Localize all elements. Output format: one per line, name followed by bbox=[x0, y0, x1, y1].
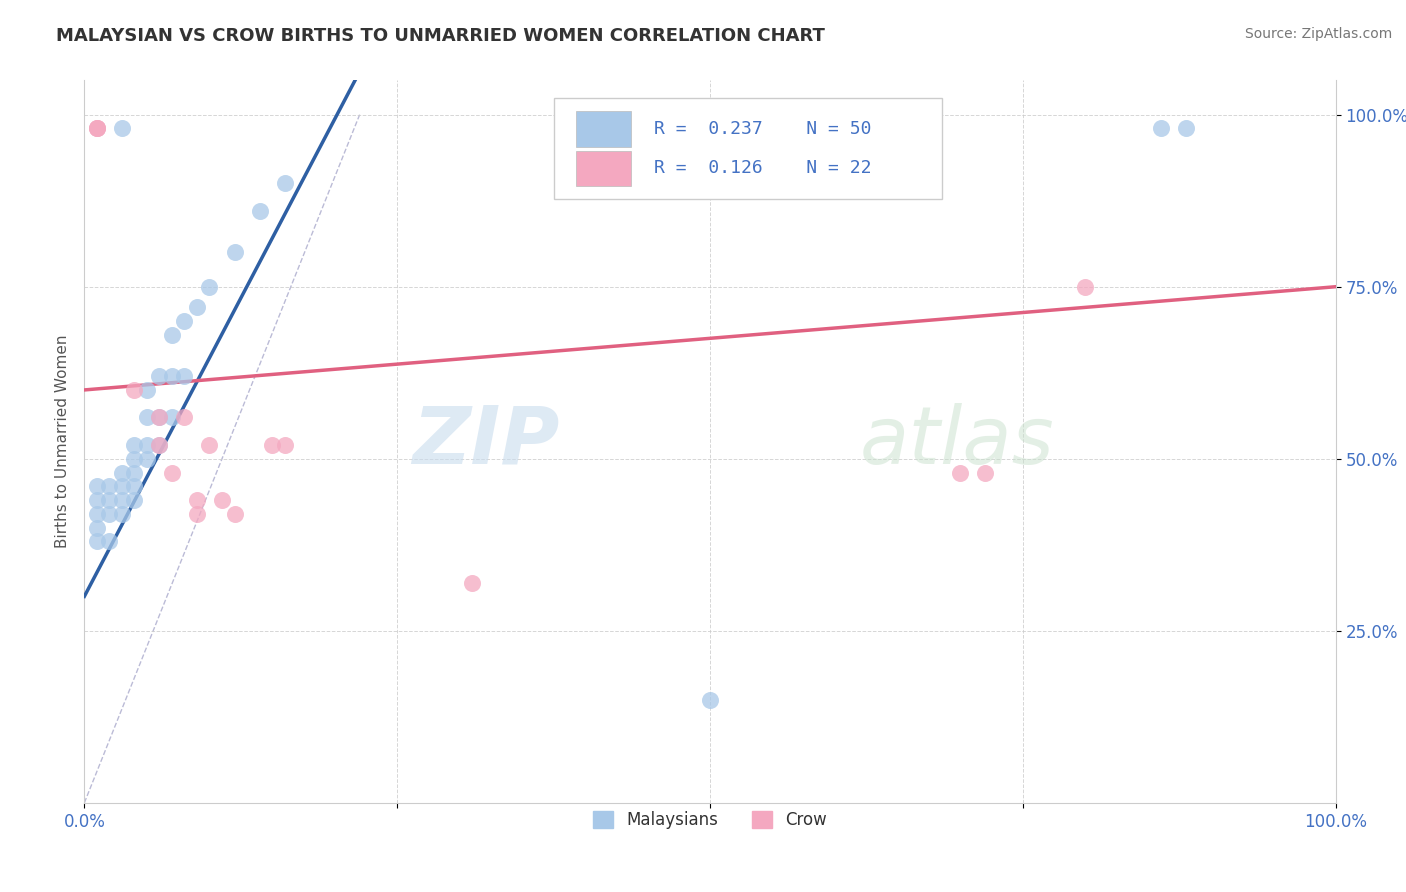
Point bbox=[136, 438, 159, 452]
Point bbox=[136, 410, 159, 425]
Point bbox=[148, 438, 170, 452]
Point bbox=[173, 314, 195, 328]
Point bbox=[262, 438, 284, 452]
FancyBboxPatch shape bbox=[576, 151, 631, 186]
Point bbox=[111, 493, 134, 508]
Point bbox=[86, 507, 108, 521]
Point bbox=[124, 451, 146, 466]
Point bbox=[111, 466, 134, 480]
Point bbox=[949, 466, 972, 480]
Point bbox=[224, 507, 246, 521]
Point bbox=[198, 279, 221, 293]
Point bbox=[249, 204, 271, 219]
Point bbox=[124, 438, 146, 452]
Point bbox=[86, 534, 108, 549]
Point bbox=[148, 438, 170, 452]
Point bbox=[273, 177, 295, 191]
FancyBboxPatch shape bbox=[576, 112, 631, 147]
Point bbox=[160, 466, 183, 480]
Legend: Malaysians, Crow: Malaysians, Crow bbox=[585, 803, 835, 838]
Point bbox=[148, 369, 170, 384]
Point bbox=[86, 121, 108, 136]
Y-axis label: Births to Unmarried Women: Births to Unmarried Women bbox=[55, 334, 70, 549]
FancyBboxPatch shape bbox=[554, 98, 942, 200]
Point bbox=[111, 479, 134, 493]
Point bbox=[160, 410, 183, 425]
Point bbox=[98, 493, 121, 508]
Point bbox=[111, 507, 134, 521]
Text: ZIP: ZIP bbox=[412, 402, 560, 481]
Point bbox=[173, 410, 195, 425]
Text: atlas: atlas bbox=[860, 402, 1054, 481]
Point bbox=[124, 383, 146, 397]
Point bbox=[86, 121, 108, 136]
Point bbox=[186, 493, 208, 508]
Point bbox=[186, 507, 208, 521]
Point bbox=[461, 575, 484, 590]
Point bbox=[124, 479, 146, 493]
Point bbox=[173, 369, 195, 384]
Point bbox=[98, 507, 121, 521]
Text: MALAYSIAN VS CROW BIRTHS TO UNMARRIED WOMEN CORRELATION CHART: MALAYSIAN VS CROW BIRTHS TO UNMARRIED WO… bbox=[56, 27, 825, 45]
Point bbox=[136, 451, 159, 466]
Point bbox=[699, 692, 721, 706]
Point bbox=[160, 327, 183, 342]
Point bbox=[1149, 121, 1171, 136]
Point bbox=[124, 493, 146, 508]
Point bbox=[148, 410, 170, 425]
Point bbox=[136, 383, 159, 397]
Point bbox=[160, 369, 183, 384]
Point bbox=[86, 520, 108, 534]
Point bbox=[273, 438, 295, 452]
Point bbox=[198, 438, 221, 452]
Point bbox=[111, 121, 134, 136]
Point bbox=[148, 410, 170, 425]
Point bbox=[224, 245, 246, 260]
Point bbox=[98, 534, 121, 549]
Point bbox=[124, 466, 146, 480]
Point bbox=[1074, 279, 1097, 293]
Text: Source: ZipAtlas.com: Source: ZipAtlas.com bbox=[1244, 27, 1392, 41]
Text: R =  0.237    N = 50: R = 0.237 N = 50 bbox=[654, 120, 872, 137]
Point bbox=[86, 479, 108, 493]
Point bbox=[98, 479, 121, 493]
Point bbox=[186, 301, 208, 315]
Text: R =  0.126    N = 22: R = 0.126 N = 22 bbox=[654, 160, 872, 178]
Point bbox=[1174, 121, 1197, 136]
Point bbox=[974, 466, 997, 480]
Point bbox=[211, 493, 233, 508]
Point bbox=[86, 493, 108, 508]
Point bbox=[86, 121, 108, 136]
